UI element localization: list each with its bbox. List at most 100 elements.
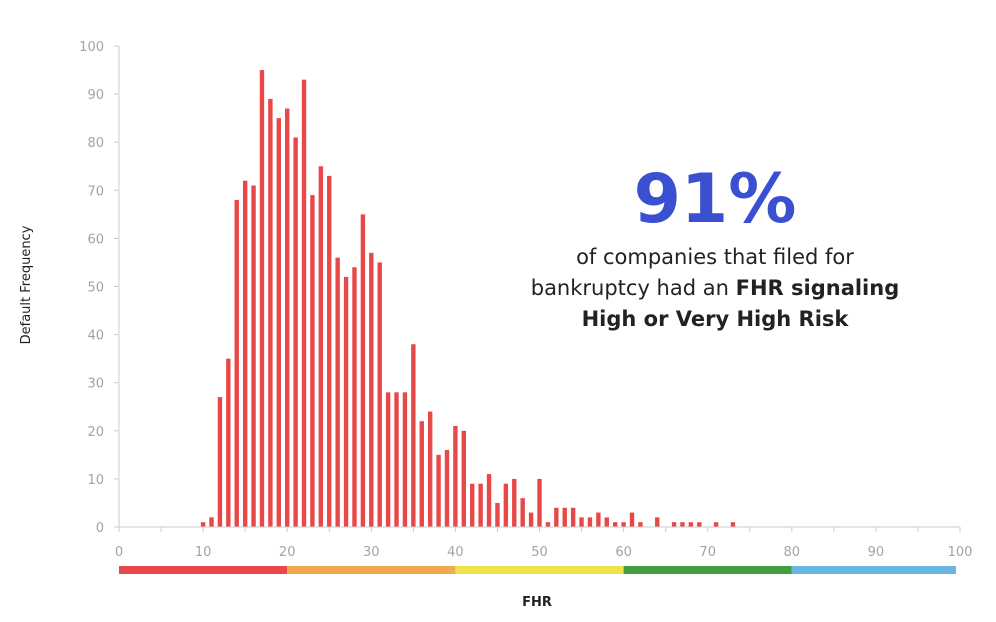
histogram-bar bbox=[612, 522, 618, 527]
y-tick-label: 60 bbox=[87, 232, 104, 247]
histogram-bar bbox=[301, 79, 307, 528]
histogram-bar bbox=[369, 252, 374, 527]
histogram-bar bbox=[528, 512, 534, 527]
histogram-bar bbox=[226, 358, 231, 527]
histogram-bar bbox=[234, 199, 239, 528]
x-axis: 0 10 20 30 40 50 60 70 80 90 100 bbox=[115, 526, 973, 560]
callout-line-1: of companies that filed for bbox=[576, 245, 854, 269]
x-tick-label: 20 bbox=[279, 545, 296, 560]
histogram-bar bbox=[503, 483, 509, 527]
y-tick-label: 90 bbox=[87, 88, 104, 103]
x-tick-label: 40 bbox=[447, 545, 464, 560]
histogram-bar bbox=[520, 498, 525, 527]
histogram-bar bbox=[427, 411, 433, 527]
x-tick-label: 0 bbox=[115, 545, 123, 560]
risk-band-segment bbox=[455, 566, 624, 574]
histogram-bar bbox=[680, 522, 685, 527]
histogram-bar bbox=[730, 522, 736, 527]
histogram-bar bbox=[293, 137, 298, 527]
histogram-bar bbox=[486, 474, 492, 527]
histogram-bar bbox=[453, 425, 458, 527]
histogram-bar bbox=[512, 478, 517, 527]
callout-line-2-bold: FHR signaling bbox=[735, 276, 900, 300]
histogram-bar bbox=[242, 180, 248, 527]
histogram-bar bbox=[562, 507, 567, 527]
x-tick-label: 80 bbox=[784, 545, 801, 560]
histogram-bar bbox=[251, 185, 256, 528]
x-tick-label: 30 bbox=[363, 545, 380, 560]
histogram-bar bbox=[209, 517, 214, 527]
histogram-bar bbox=[394, 392, 399, 527]
histogram-bar bbox=[671, 522, 677, 527]
histogram-bar bbox=[352, 267, 357, 527]
y-tick-label: 0 bbox=[96, 521, 104, 536]
y-axis-title: Default Frequency bbox=[19, 225, 34, 344]
x-tick-label: 90 bbox=[868, 545, 885, 560]
histogram-bar bbox=[285, 108, 290, 527]
histogram-bar bbox=[461, 430, 467, 527]
histogram-bar bbox=[587, 517, 593, 527]
y-tick-label: 40 bbox=[87, 329, 104, 344]
histogram-bar bbox=[638, 522, 643, 527]
histogram-bar bbox=[436, 454, 441, 527]
histogram-bar bbox=[570, 507, 576, 527]
callout-line-2-plain: bankruptcy had an bbox=[530, 276, 736, 300]
histogram-bar bbox=[470, 483, 475, 527]
y-tick-label: 50 bbox=[87, 281, 104, 296]
histogram-bar bbox=[411, 344, 416, 527]
y-tick-label: 80 bbox=[87, 136, 104, 151]
histogram-bar bbox=[655, 517, 660, 527]
histogram-bar bbox=[402, 392, 408, 527]
histogram-bar bbox=[495, 502, 500, 527]
histogram-bar bbox=[318, 166, 324, 527]
histogram-bar bbox=[200, 522, 206, 527]
histogram-bar bbox=[327, 175, 332, 527]
x-tick-label: 50 bbox=[531, 545, 548, 560]
histogram-bar bbox=[259, 70, 265, 528]
y-axis: 0 10 20 30 40 50 60 70 80 90 100 bbox=[79, 40, 120, 536]
bar-series bbox=[200, 70, 736, 528]
histogram-bar bbox=[621, 522, 626, 527]
histogram-bar bbox=[554, 507, 559, 527]
y-tick-label: 70 bbox=[87, 184, 104, 199]
y-tick-label: 10 bbox=[87, 473, 104, 488]
risk-band-strip bbox=[119, 566, 956, 574]
histogram-bar bbox=[310, 195, 315, 528]
histogram-bar bbox=[579, 517, 584, 527]
histogram-bar bbox=[629, 512, 635, 527]
y-tick-label: 30 bbox=[87, 377, 104, 392]
histogram-bar bbox=[268, 98, 273, 527]
risk-band-segment bbox=[287, 566, 456, 574]
callout-annotation: 91% of companies that filed for bankrupt… bbox=[520, 158, 910, 335]
histogram-bar bbox=[478, 483, 483, 527]
histogram-bar bbox=[343, 276, 349, 527]
risk-band-segment bbox=[623, 566, 792, 574]
x-axis-title: FHR bbox=[522, 595, 552, 610]
callout-line-2: bankruptcy had an FHR signaling bbox=[520, 273, 910, 304]
risk-band-segment bbox=[791, 566, 956, 574]
x-tick-label: 10 bbox=[195, 545, 212, 560]
histogram-bar bbox=[385, 392, 391, 527]
y-tick-label: 100 bbox=[79, 40, 104, 55]
histogram-bar bbox=[713, 522, 719, 527]
x-tick-label: 60 bbox=[615, 545, 632, 560]
histogram-bar bbox=[688, 522, 694, 527]
histogram-bar bbox=[377, 262, 382, 527]
callout-line-3: High or Very High Risk bbox=[581, 307, 849, 331]
histogram-bar bbox=[697, 522, 702, 527]
risk-band-segment bbox=[119, 566, 288, 574]
histogram-bar bbox=[335, 257, 340, 527]
histogram-bar bbox=[276, 118, 281, 528]
histogram-bar bbox=[360, 214, 366, 527]
histogram-bar bbox=[596, 512, 601, 527]
x-tick-label: 70 bbox=[699, 545, 716, 560]
histogram-bar bbox=[545, 522, 551, 527]
callout-headline: 91% bbox=[633, 160, 797, 239]
histogram-bar bbox=[537, 478, 542, 527]
histogram-bar bbox=[419, 421, 424, 527]
x-tick-label: 100 bbox=[948, 545, 973, 560]
histogram-bar bbox=[217, 397, 223, 527]
y-tick-label: 20 bbox=[87, 425, 104, 440]
histogram-bar bbox=[604, 517, 609, 527]
